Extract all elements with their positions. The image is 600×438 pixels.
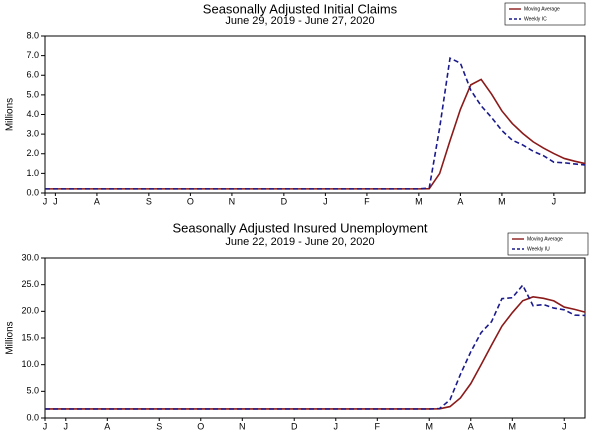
- x-tick-label: M: [498, 196, 506, 206]
- x-tick-label: S: [156, 421, 162, 431]
- x-tick-label: O: [197, 421, 204, 431]
- y-tick-label: 5.0: [26, 386, 39, 396]
- y-tick-label: 3.0: [26, 129, 39, 139]
- x-tick-label: M: [425, 421, 433, 431]
- legend-label: Weekly IC: [524, 16, 547, 22]
- x-tick-label: J: [53, 196, 58, 206]
- x-tick-label: D: [281, 196, 288, 206]
- y-tick-label: 30.0: [21, 252, 39, 262]
- x-tick-label: F: [364, 196, 370, 206]
- legend-box: [504, 2, 586, 26]
- y-axis-label: Millions: [5, 98, 16, 131]
- legend-label: Moving Average: [527, 236, 563, 242]
- x-tick-label: J: [562, 421, 567, 431]
- chart-title: Seasonally Adjusted Insured Unemployment: [172, 220, 427, 235]
- x-tick-label: A: [468, 421, 474, 431]
- y-tick-label: 1.0: [26, 168, 39, 178]
- legend-label: Moving Average: [524, 6, 560, 12]
- x-tick-label: N: [229, 196, 236, 206]
- y-tick-label: 5.0: [26, 89, 39, 99]
- y-tick-label: 15.0: [21, 332, 39, 342]
- x-tick-label: M: [509, 421, 517, 431]
- x-tick-label: J: [64, 421, 69, 431]
- y-tick-label: 0.0: [26, 187, 39, 197]
- x-tick-label: D: [291, 421, 298, 431]
- y-tick-label: 4.0: [26, 109, 39, 119]
- y-tick-label: 6.0: [26, 70, 39, 80]
- y-axis-label: Millions: [5, 321, 16, 354]
- y-tick-label: 25.0: [21, 279, 39, 289]
- y-tick-label: 8.0: [26, 30, 39, 40]
- y-tick-label: 10.0: [21, 359, 39, 369]
- x-tick-label: A: [104, 421, 110, 431]
- legend-box: [507, 232, 589, 256]
- x-tick-label: J: [323, 196, 328, 206]
- chart-subtitle: June 22, 2019 - June 20, 2020: [225, 236, 374, 248]
- x-tick-label: S: [146, 196, 152, 206]
- chart-subtitle: June 29, 2019 - June 27, 2020: [225, 15, 374, 27]
- y-tick-label: 2.0: [26, 148, 39, 158]
- series-line: [45, 78, 586, 190]
- chart-title: Seasonally Adjusted Initial Claims: [203, 1, 398, 16]
- x-tick-label: J: [43, 196, 48, 206]
- x-tick-label: A: [94, 196, 100, 206]
- x-tick-label: M: [415, 196, 423, 206]
- x-tick-label: A: [457, 196, 463, 206]
- x-tick-label: F: [375, 421, 381, 431]
- series-line: [45, 283, 586, 410]
- y-tick-label: 20.0: [21, 306, 39, 316]
- series-line: [45, 296, 586, 410]
- x-tick-label: J: [552, 196, 557, 206]
- y-tick-label: 0.0: [26, 412, 39, 422]
- legend-label: Weekly IU: [527, 246, 550, 252]
- y-tick-label: 7.0: [26, 50, 39, 60]
- x-tick-label: O: [187, 196, 194, 206]
- series-line: [45, 56, 586, 190]
- x-tick-label: J: [43, 421, 48, 431]
- x-tick-label: J: [334, 421, 339, 431]
- plot-frame: [44, 257, 586, 419]
- x-tick-label: N: [239, 421, 246, 431]
